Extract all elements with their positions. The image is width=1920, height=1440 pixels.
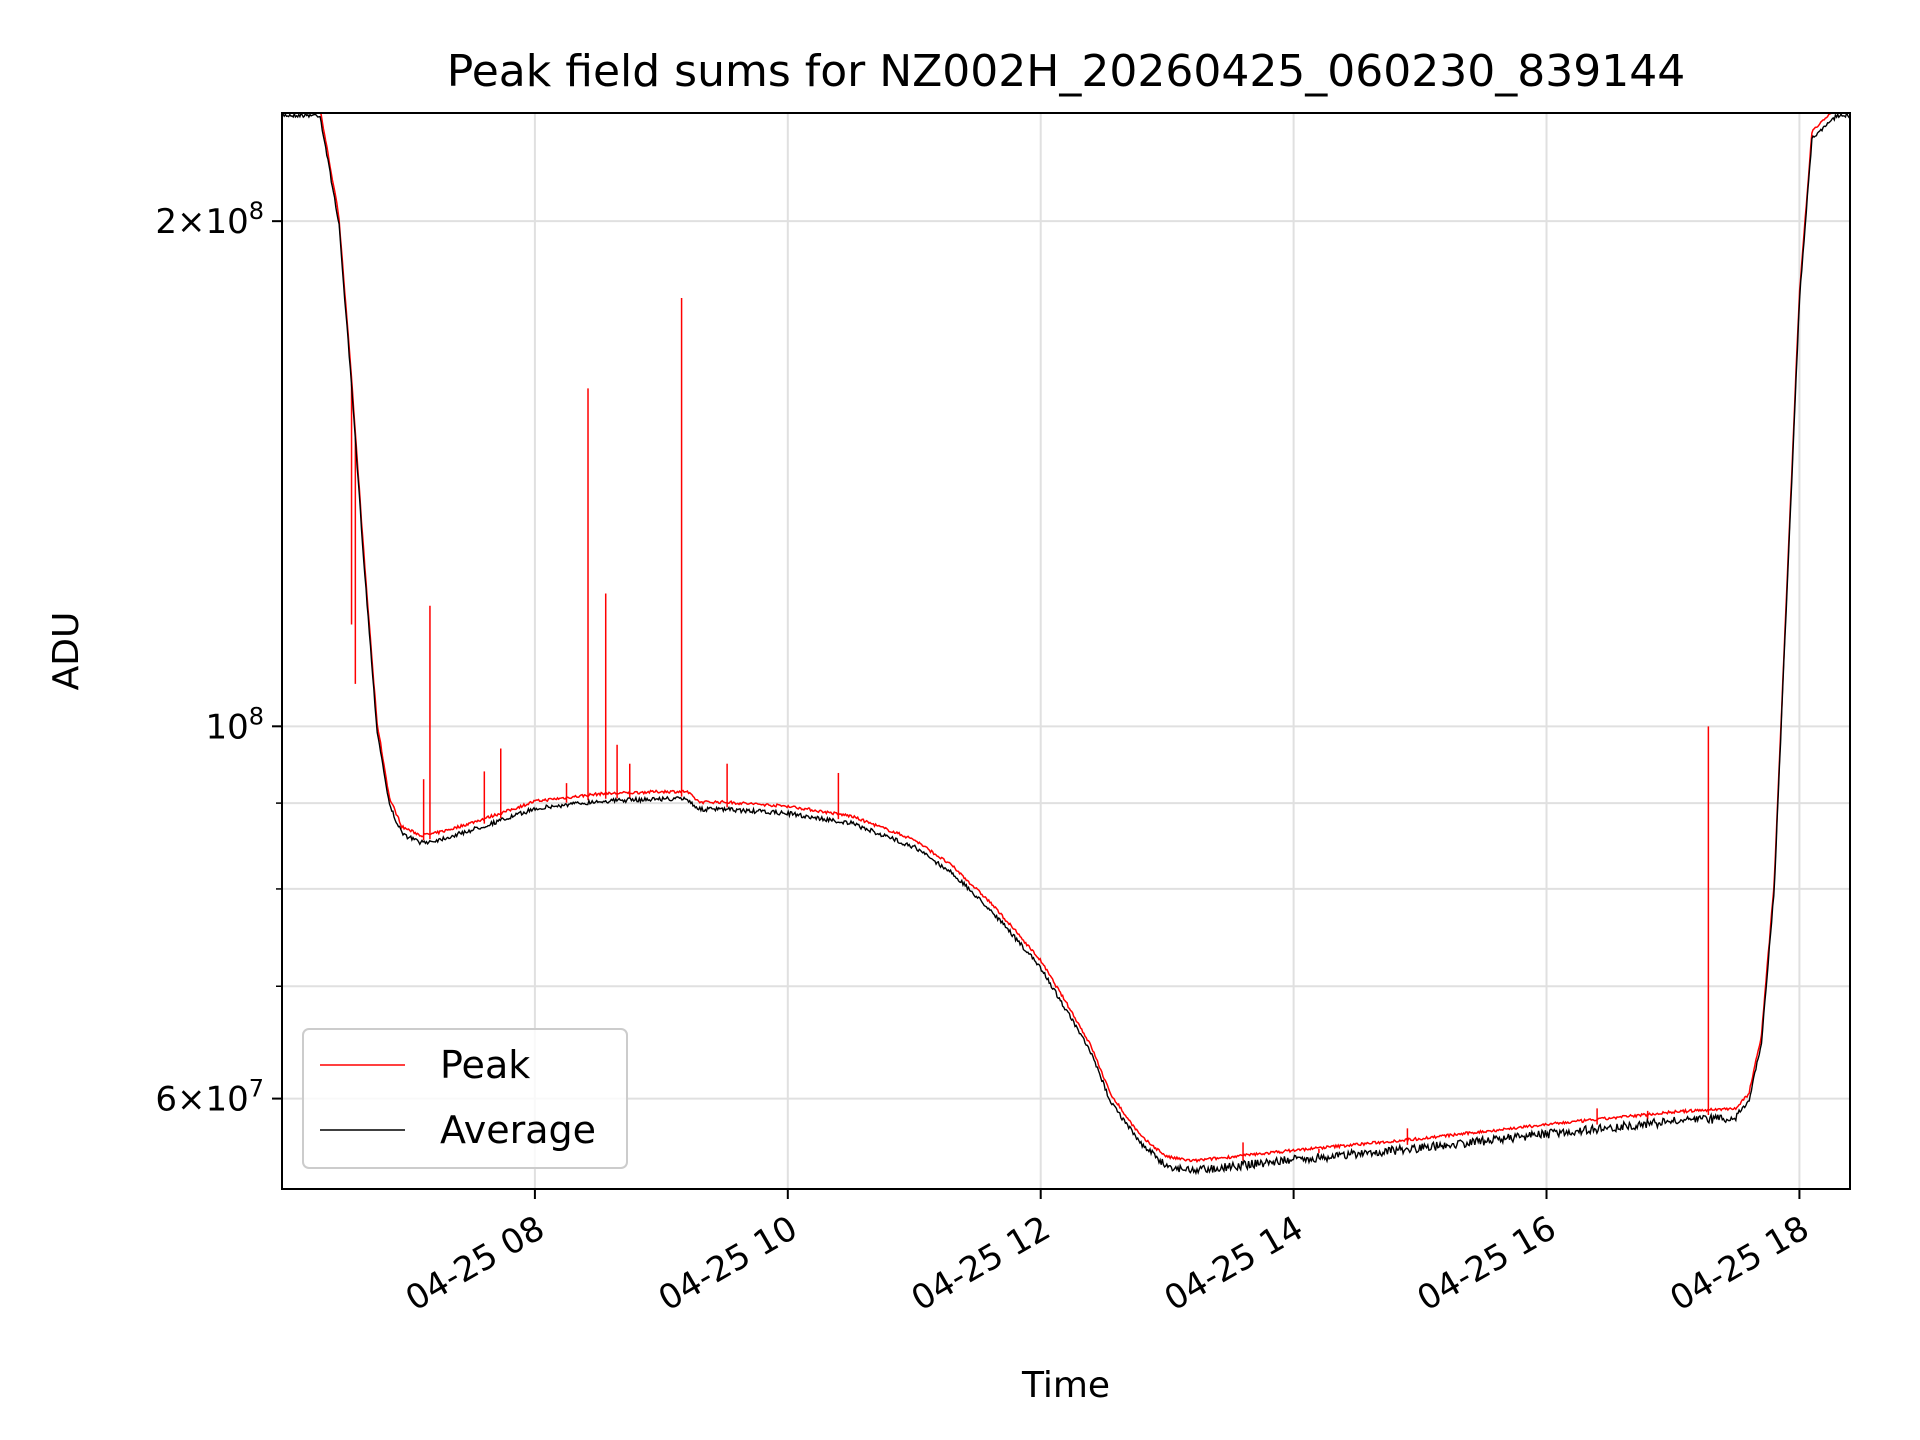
y-tick-label: 108	[205, 702, 264, 747]
legend-box	[302, 1028, 628, 1169]
chart-title: Peak field sums for NZ002H_20260425_0602…	[447, 46, 1685, 97]
x-axis-label: Time	[1021, 1365, 1110, 1406]
legend-peak-label: Peak	[440, 1043, 530, 1087]
plot-frame	[281, 112, 1851, 1190]
series-peak-line	[282, 113, 1850, 1164]
y-tick-label: 6×107	[155, 1075, 264, 1120]
legend: Peak Average	[302, 1028, 628, 1169]
series-average-line	[282, 113, 1850, 1176]
legend-average-label: Average	[440, 1108, 596, 1152]
y-axis-label: ADU	[46, 612, 87, 691]
series-layer	[282, 113, 1850, 1176]
y-tick-label: 2×108	[155, 197, 264, 242]
